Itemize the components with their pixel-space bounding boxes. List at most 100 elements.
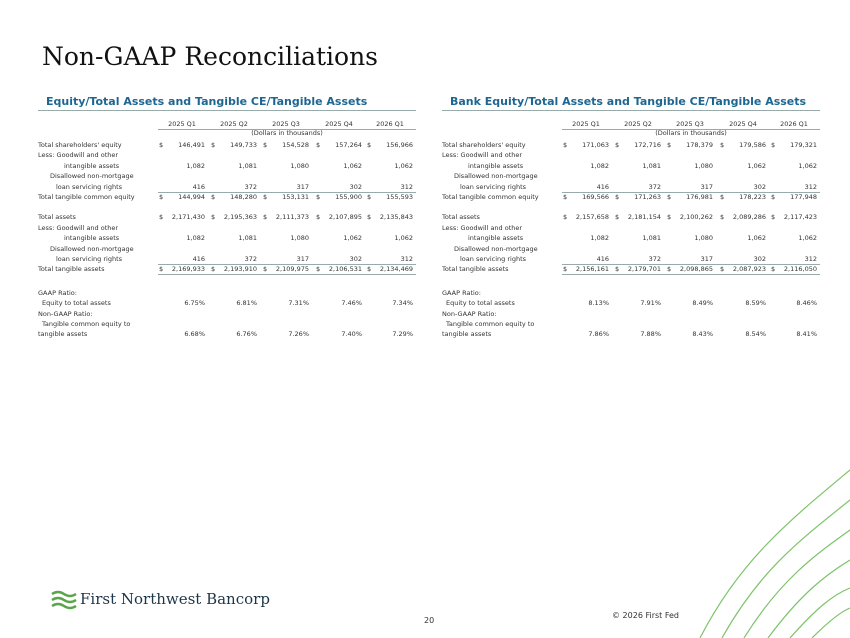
table-value: 157,264 bbox=[335, 141, 362, 149]
table-value: 302 bbox=[349, 182, 362, 191]
table-value: 312 bbox=[804, 182, 817, 191]
table-value: 1,082 bbox=[186, 161, 205, 170]
currency-sign: $ bbox=[615, 265, 620, 274]
table-value: 179,586 bbox=[739, 141, 766, 149]
table-value: 6.68% bbox=[184, 330, 205, 339]
currency-sign: $ bbox=[667, 141, 672, 149]
table-value: 7.26% bbox=[288, 330, 309, 339]
column-header: 2025 Q1 bbox=[572, 120, 600, 128]
row-label: Tangible common equity to bbox=[42, 320, 131, 328]
table-value: 1,082 bbox=[186, 234, 205, 243]
row-label: loan servicing rights bbox=[460, 182, 527, 191]
currency-sign: $ bbox=[615, 141, 620, 149]
currency-sign: $ bbox=[211, 213, 216, 222]
currency-sign: $ bbox=[159, 193, 164, 201]
table-value: 2,089,286 bbox=[732, 213, 766, 222]
row-label: loan servicing rights bbox=[56, 255, 123, 263]
panel-heading: Bank Equity/Total Assets and Tangible CE… bbox=[450, 95, 807, 108]
table-value: 176,981 bbox=[686, 193, 713, 201]
row-label: Less: Goodwill and other bbox=[442, 151, 523, 160]
table-value: 302 bbox=[753, 182, 766, 191]
currency-sign: $ bbox=[667, 265, 672, 274]
table-value: 317 bbox=[700, 255, 713, 263]
currency-sign: $ bbox=[563, 213, 568, 222]
table-value: 1,062 bbox=[394, 161, 413, 170]
table-value: 1,082 bbox=[590, 234, 609, 243]
logo-icon bbox=[51, 590, 77, 610]
table-value: 2,179,701 bbox=[627, 265, 661, 274]
row-label: Equity to total assets bbox=[42, 299, 111, 308]
table-value: 7.86% bbox=[588, 330, 609, 339]
table-value: 1,062 bbox=[747, 234, 766, 243]
table-value: 177,948 bbox=[790, 193, 817, 201]
currency-sign: $ bbox=[367, 141, 372, 149]
table-value: 317 bbox=[296, 182, 309, 191]
column-header: 2025 Q4 bbox=[325, 120, 353, 128]
table-value: 7.40% bbox=[341, 330, 362, 339]
units-label: (Dollars in thousands) bbox=[251, 129, 323, 137]
row-label: intangible assets bbox=[64, 234, 120, 243]
row-label: intangible assets bbox=[468, 234, 524, 243]
column-header: 2025 Q2 bbox=[220, 120, 248, 128]
table-value: 2,181,154 bbox=[627, 213, 661, 222]
table-value: 7.29% bbox=[392, 330, 413, 339]
currency-sign: $ bbox=[316, 265, 321, 274]
table-value: 372 bbox=[648, 255, 661, 263]
column-header: 2025 Q4 bbox=[729, 120, 757, 128]
table-value: 2,193,910 bbox=[223, 265, 257, 274]
table-value: 2,109,975 bbox=[275, 265, 309, 274]
currency-sign: $ bbox=[720, 213, 725, 222]
table-value: 2,117,423 bbox=[783, 213, 817, 222]
currency-sign: $ bbox=[563, 265, 568, 274]
table-value: 8.41% bbox=[796, 330, 817, 339]
table-value: 169,566 bbox=[582, 193, 609, 201]
row-label: Disallowed non-mortgage bbox=[50, 244, 134, 253]
table-value: 1,062 bbox=[747, 161, 766, 170]
table-value: 6.75% bbox=[184, 299, 205, 308]
page-number: 20 bbox=[424, 616, 435, 625]
table-value: 2,134,469 bbox=[379, 265, 413, 274]
total-rule bbox=[158, 264, 416, 266]
table-value: 8.13% bbox=[588, 299, 609, 308]
table-value: 312 bbox=[400, 255, 413, 263]
table-value: 178,379 bbox=[686, 141, 713, 149]
panel-heading: Equity/Total Assets and Tangible CE/Tang… bbox=[46, 95, 368, 108]
table-value: 302 bbox=[349, 255, 362, 263]
table-value: 1,080 bbox=[290, 234, 309, 243]
table-value: 7.46% bbox=[341, 299, 362, 308]
table-value: 2,111,373 bbox=[275, 213, 309, 222]
row-label: intangible assets bbox=[64, 161, 120, 170]
table-value: 1,062 bbox=[798, 161, 817, 170]
currency-sign: $ bbox=[367, 193, 372, 201]
table-value: 7.88% bbox=[640, 330, 661, 339]
total-rule bbox=[158, 274, 416, 276]
currency-sign: $ bbox=[720, 193, 725, 201]
column-header: 2025 Q3 bbox=[272, 120, 300, 128]
currency-sign: $ bbox=[771, 193, 776, 201]
currency-sign: $ bbox=[667, 213, 672, 222]
table-value: 2,156,161 bbox=[575, 265, 609, 274]
currency-sign: $ bbox=[720, 141, 725, 149]
currency-sign: $ bbox=[720, 265, 725, 274]
table-value: 7.91% bbox=[640, 299, 661, 308]
table-value: 2,171,430 bbox=[171, 213, 205, 222]
table-value: 8.49% bbox=[692, 299, 713, 308]
table-value: 179,321 bbox=[790, 141, 817, 149]
table-value: 1,081 bbox=[642, 234, 661, 243]
table-value: 2,106,531 bbox=[328, 265, 362, 274]
copyright: © 2026 First Fed bbox=[612, 611, 679, 620]
currency-sign: $ bbox=[211, 141, 216, 149]
currency-sign: $ bbox=[563, 193, 568, 201]
column-header: 2026 Q1 bbox=[780, 120, 808, 128]
row-label: Equity to total assets bbox=[446, 299, 515, 308]
table-value: 6.81% bbox=[236, 299, 257, 308]
table-value: 1,081 bbox=[238, 161, 257, 170]
table-value: 302 bbox=[753, 255, 766, 263]
table-value: 153,131 bbox=[282, 193, 309, 201]
heading-rule bbox=[38, 110, 416, 111]
column-rule bbox=[562, 129, 820, 130]
currency-sign: $ bbox=[367, 265, 372, 274]
table-value: 155,593 bbox=[386, 193, 413, 201]
table-value: 416 bbox=[596, 255, 609, 263]
